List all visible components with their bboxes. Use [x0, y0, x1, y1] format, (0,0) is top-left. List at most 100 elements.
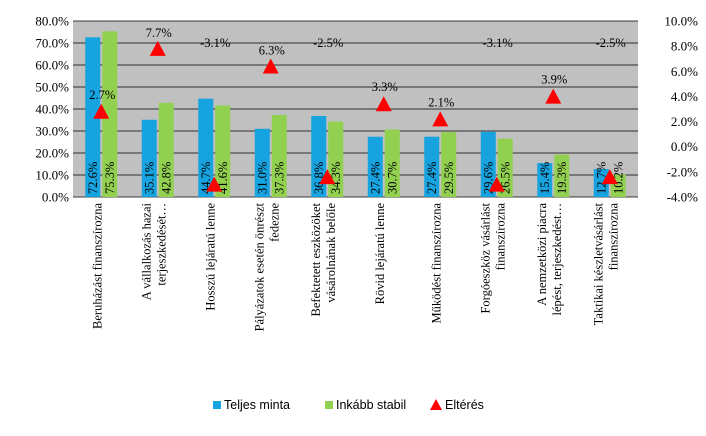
difference-marker [319, 169, 336, 185]
legend-label-elteres: Eltérés [445, 398, 484, 412]
bars [85, 31, 626, 198]
left-tick-label: 60.0% [35, 58, 69, 73]
category-label: terjeszkedését… [154, 203, 168, 286]
left-axis-ticks: 0.0% 10.0% 20.0% 30.0% 40.0% 50.0% 60.0% 70.0% 8… [35, 14, 69, 205]
bar-label-teljes-minta: 36.8% [312, 162, 326, 194]
bar-teljes-minta [141, 119, 157, 197]
category-label: finanszírozna [606, 203, 620, 271]
difference-marker [206, 176, 223, 192]
right-tick-label: -2.0% [667, 164, 699, 179]
bar-teljes-minta [85, 37, 101, 197]
difference-label: 3.9% [541, 73, 567, 87]
bar-label-teljes-minta: 35.1% [142, 162, 156, 194]
category-label: Beruházást finanszírozna [90, 203, 104, 329]
legend-swatch-elteres [430, 399, 442, 410]
bar-label-teljes-minta: 72.6% [86, 162, 100, 194]
left-tick-label: 10.0% [35, 168, 69, 183]
left-tick-label: 0.0% [42, 190, 69, 205]
difference-label: 2.7% [89, 88, 115, 102]
category-label: Hosszú lejáratú lenne [203, 203, 217, 311]
bar-label-inkabb-stabil: 10.2% [611, 162, 625, 194]
right-tick-label: -4.0% [667, 190, 699, 205]
category-label: Működést finanszírozna [429, 203, 443, 324]
category-labels: Beruházást finanszírozna A vállalkozás ha… [90, 202, 620, 331]
bar-teljes-minta [424, 136, 440, 197]
difference-marker [93, 103, 110, 119]
right-tick-label: 2.0% [671, 114, 698, 129]
left-tick-label: 30.0% [35, 124, 69, 139]
difference-marker [545, 88, 562, 104]
right-tick-label: 6.0% [671, 64, 698, 79]
category-label: Forgóeszköz vásárlást [478, 202, 492, 313]
bar-label-inkabb-stabil: 19.3% [555, 162, 569, 194]
bar-teljes-minta [593, 169, 609, 197]
difference-label: -3.1% [200, 36, 230, 50]
left-tick-label: 40.0% [35, 102, 69, 117]
bar-inkabb-stabil [215, 105, 231, 197]
difference-markers [93, 40, 618, 192]
bar-label-teljes-minta: 27.4% [425, 162, 439, 194]
difference-marker [149, 40, 166, 56]
difference-labels: 2.7% 7.7% -3.1% 6.3% -2.5% 3.3% 2.1% -3.1% 3.9% -… [89, 26, 626, 109]
bar-inkabb-stabil [441, 132, 457, 197]
bar-inkabb-stabil [554, 154, 570, 197]
bar-label-inkabb-stabil: 37.3% [272, 162, 286, 194]
bar-label-teljes-minta: 44.7% [199, 162, 213, 194]
right-tick-label: 8.0% [671, 39, 698, 54]
category-label: Pályázatok esetén önrészt [252, 202, 266, 331]
bar-teljes-minta [367, 136, 383, 197]
right-tick-label: 10.0% [664, 14, 698, 29]
bar-label-inkabb-stabil: 75.3% [103, 162, 117, 194]
difference-marker [375, 96, 392, 112]
right-axis-ticks: -4.0% -2.0% 0.0% 2.0% 4.0% 6.0% 8.0% 10.0% [664, 14, 698, 205]
bar-label-inkabb-stabil: 34.3% [329, 162, 343, 194]
bar-inkabb-stabil [384, 129, 400, 197]
bar-teljes-minta [254, 128, 270, 197]
difference-label: 2.1% [428, 95, 454, 109]
bar-inkabb-stabil [497, 138, 513, 197]
category-label: Taktikai készletvásárlást [591, 202, 605, 325]
right-tick-label: 4.0% [671, 89, 698, 104]
left-tick-label: 80.0% [35, 14, 69, 29]
bar-teljes-minta [198, 98, 214, 197]
bar-teljes-minta [537, 163, 553, 197]
bar-label-teljes-minta: 12.7% [594, 162, 608, 194]
difference-marker [601, 169, 618, 185]
category-label: vásárolnának belőle [324, 203, 338, 303]
bar-label-teljes-minta: 29.6% [481, 162, 495, 194]
legend-label-inkabb-stabil: Inkább stabil [336, 398, 406, 412]
legend-swatch-inkabb-stabil [325, 401, 333, 409]
category-label: fedezne [267, 203, 281, 242]
left-tick-label: 70.0% [35, 36, 69, 51]
bar-label-teljes-minta: 31.0% [255, 162, 269, 194]
legend-label-teljes-minta: Teljes minta [224, 398, 290, 412]
difference-label: -2.5% [313, 36, 343, 50]
bar-inkabb-stabil [158, 102, 174, 197]
bar-label-teljes-minta: 27.4% [368, 162, 382, 194]
difference-label: 7.7% [146, 26, 172, 40]
category-label: Rövid lejáratú lenne [373, 203, 387, 305]
difference-label: -2.5% [596, 36, 626, 50]
difference-marker [488, 176, 505, 192]
bar-inkabb-stabil [271, 114, 287, 197]
category-label: Befektetett eszközöket [309, 202, 323, 316]
bar-label-inkabb-stabil: 41.6% [216, 162, 230, 194]
difference-label: 6.3% [259, 44, 285, 58]
right-tick-label: 0.0% [671, 139, 698, 154]
legend-swatch-teljes-minta [213, 401, 221, 409]
bar-teljes-minta [480, 131, 496, 197]
category-label: A vállalkozás hazai [139, 202, 153, 300]
bar-teljes-minta [311, 116, 327, 197]
bar-inkabb-stabil [102, 31, 118, 198]
bar-label-inkabb-stabil: 42.8% [159, 162, 173, 194]
bar-value-labels: 72.6% 75.3% 35.1% 42.8% 44.7% 41.6% 31.0% 37.3%… [86, 162, 626, 194]
category-label: finanszírozna [493, 203, 507, 271]
difference-marker [262, 58, 279, 74]
difference-label: 3.3% [372, 80, 398, 94]
left-tick-label: 50.0% [35, 80, 69, 95]
difference-label: -3.1% [483, 36, 513, 50]
category-label: A nemzetközi piacra [535, 203, 549, 306]
bar-label-teljes-minta: 15.4% [538, 162, 552, 194]
left-tick-label: 20.0% [35, 146, 69, 161]
